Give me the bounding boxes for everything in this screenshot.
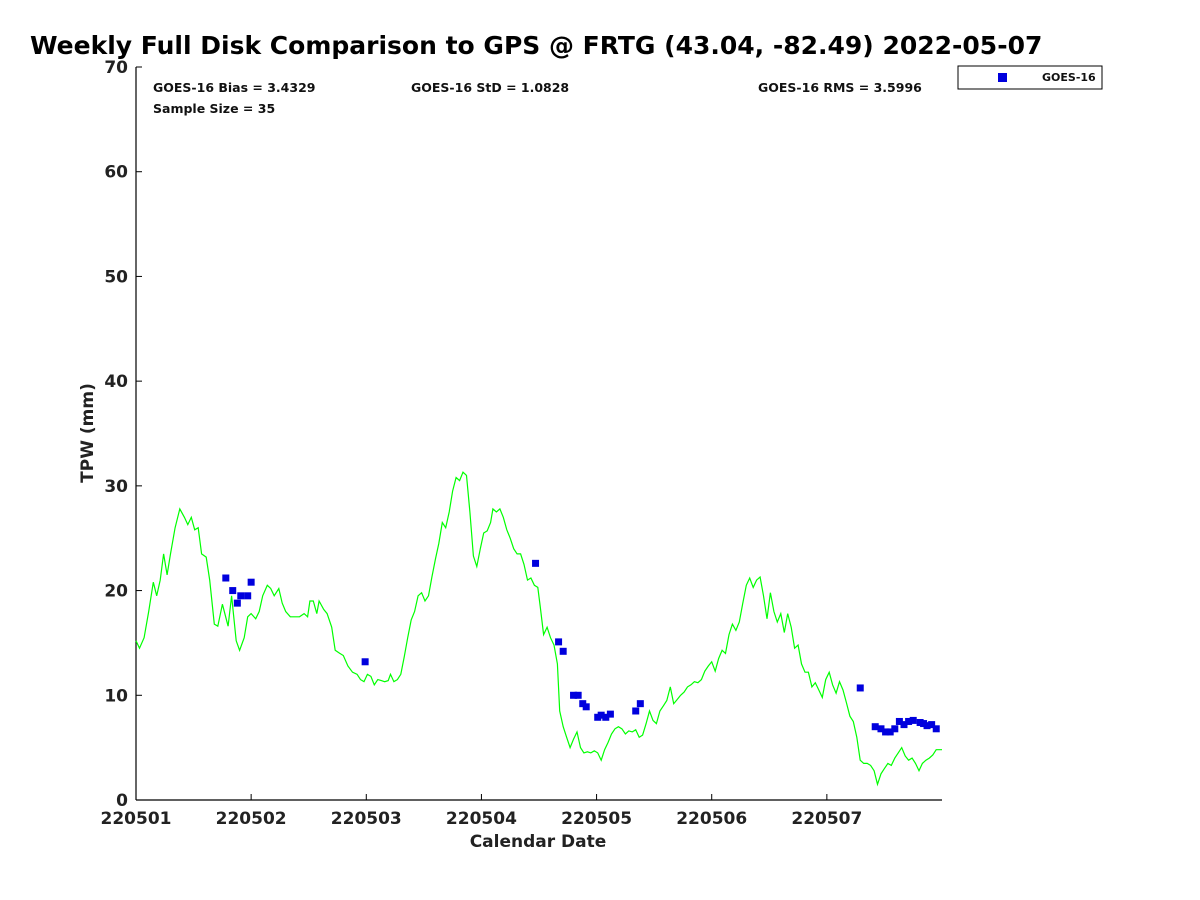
goes16-point [602, 713, 610, 721]
y-tick-label: 0 [116, 791, 128, 811]
y-tick-label: 30 [104, 477, 128, 497]
goes16-point [871, 723, 879, 731]
goes16-point [244, 592, 252, 600]
goes16-point [877, 725, 885, 733]
y-tick-label: 60 [104, 163, 128, 183]
goes16-point [923, 722, 931, 730]
series-layer [135, 471, 942, 787]
y-tick-label: 40 [104, 372, 128, 392]
goes16-point [882, 728, 890, 736]
x-tick-label: 220503 [331, 809, 402, 829]
x-tick-label: 220501 [101, 809, 172, 829]
std-stat: GOES-16 StD = 1.0828 [411, 80, 569, 95]
goes16-point [361, 658, 369, 666]
goes16-point [229, 587, 237, 595]
goes16-point [856, 684, 864, 692]
chart-title: Weekly Full Disk Comparison to GPS @ FRT… [30, 31, 1042, 60]
goes16-point [606, 710, 614, 718]
legend-box [957, 65, 1103, 90]
goes16-point [891, 725, 899, 733]
stats-annotations: GOES-16 Bias = 3.4329 GOES-16 StD = 1.08… [153, 80, 922, 116]
goes16-point [237, 592, 245, 600]
goes16-point [574, 691, 582, 699]
goes16-point [555, 638, 563, 646]
goes16-point [559, 647, 567, 655]
goes16-point [222, 574, 230, 582]
goes16-point [905, 717, 913, 725]
goes16-point [932, 725, 940, 733]
bias-stat: GOES-16 Bias = 3.4329 [153, 80, 315, 95]
goes16-point [886, 728, 894, 736]
x-tick-label: 220505 [561, 809, 632, 829]
goes16-point [909, 716, 917, 724]
x-axis-label: Calendar Date [470, 832, 607, 852]
x-axis-ticks: 220501 220502 220503 220504 220505 220506 2205… [101, 794, 862, 829]
y-axis-ticks: 0 10 20 30 40 50 60 70 [104, 58, 142, 811]
goes16-point [928, 721, 936, 729]
goes16-point [247, 578, 255, 586]
y-tick-label: 50 [104, 267, 128, 287]
y-tick-label: 20 [104, 582, 128, 602]
x-tick-label: 220504 [446, 809, 517, 829]
x-tick-label: 220507 [791, 809, 862, 829]
y-axis-label: TPW (mm) [78, 383, 98, 483]
plot-area [135, 67, 942, 801]
legend-marker-goes-16 [998, 73, 1007, 82]
goes16-point [532, 559, 540, 567]
goes16-point [582, 703, 590, 711]
goes16-point [900, 721, 908, 729]
goes16-point [636, 700, 644, 708]
legend-label-goes-16: GOES-16 [1042, 71, 1096, 84]
y-tick-label: 10 [104, 686, 128, 706]
y-tick-label: 70 [104, 58, 128, 78]
goes16-point [233, 599, 241, 607]
rms-stat: GOES-16 RMS = 3.5996 [758, 80, 922, 95]
goes16-point [597, 711, 605, 719]
goes16-point [895, 717, 903, 725]
x-tick-label: 220502 [216, 809, 287, 829]
legend: GOES-16 [957, 65, 1103, 90]
goes16-point [570, 691, 578, 699]
x-tick-label: 220506 [676, 809, 747, 829]
goes16-point [632, 707, 640, 715]
gps-tpw-line [135, 471, 942, 787]
sample-size-stat: Sample Size = 35 [153, 101, 275, 116]
